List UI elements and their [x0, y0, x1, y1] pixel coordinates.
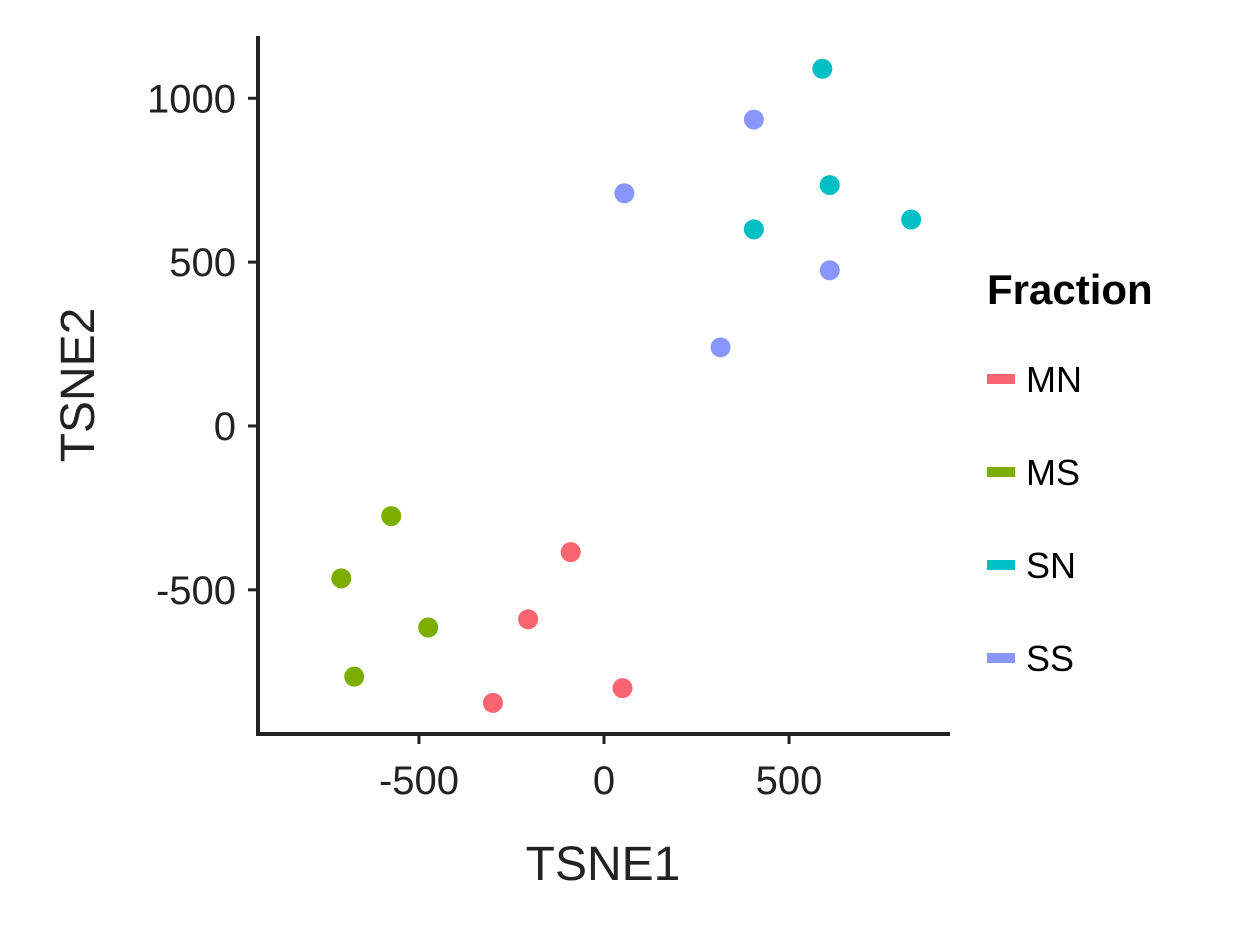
legend-label-sn: SN	[1026, 545, 1076, 586]
legend-items: MN MS SN SS	[987, 359, 1082, 679]
y-ticks: -500 0 500 1000	[147, 77, 258, 613]
point-ms	[344, 666, 365, 687]
x-tick-label: -500	[379, 759, 459, 803]
y-tick-label: -500	[156, 569, 236, 613]
plot-area	[331, 58, 922, 713]
axes	[256, 36, 950, 736]
point-sn	[819, 175, 840, 196]
x-tick-label: 500	[756, 759, 823, 803]
x-ticks: -500 0 500	[379, 734, 822, 803]
legend-title: Fraction	[987, 266, 1153, 313]
point-sn	[812, 58, 833, 79]
point-mn	[612, 678, 633, 699]
legend-label-ms: MS	[1026, 452, 1080, 493]
point-mn	[482, 692, 503, 713]
point-mn	[518, 609, 539, 630]
legend-key-ss	[987, 653, 1015, 663]
point-ss	[710, 337, 731, 358]
y-axis-title: TSNE2	[52, 308, 105, 463]
legend: Fraction MN MS SN SS	[987, 266, 1153, 679]
point-ss	[743, 109, 764, 130]
y-tick-label: 0	[214, 405, 236, 449]
legend-key-ms	[987, 467, 1015, 477]
point-sn	[901, 209, 922, 230]
point-ss	[819, 260, 840, 281]
legend-key-mn	[987, 374, 1015, 384]
y-tick-label: 500	[169, 241, 236, 285]
legend-key-sn	[987, 560, 1015, 570]
x-tick-label: 0	[593, 759, 615, 803]
point-ms	[331, 568, 352, 589]
legend-label-mn: MN	[1026, 359, 1082, 400]
point-sn	[743, 219, 764, 240]
legend-label-ss: SS	[1026, 638, 1074, 679]
point-ms	[381, 506, 402, 527]
y-tick-label: 1000	[147, 77, 236, 121]
x-axis-title: TSNE1	[526, 838, 681, 891]
point-ms	[418, 617, 439, 638]
point-ss	[614, 183, 635, 204]
point-mn	[560, 542, 581, 563]
